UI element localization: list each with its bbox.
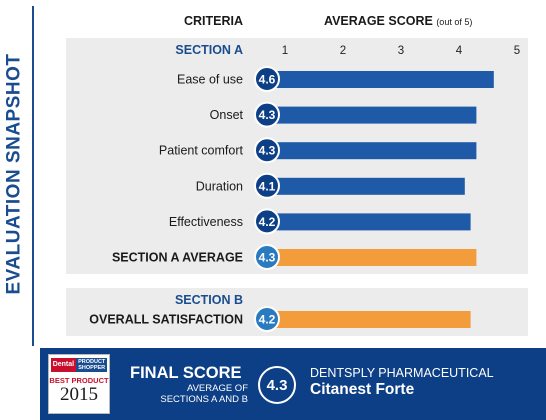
row-label: Duration (196, 179, 243, 193)
x-tick-label: 3 (398, 45, 404, 57)
score-value-label: 4.3 (259, 144, 276, 158)
score-value-label: 4.2 (259, 215, 276, 229)
logo-best-product: BEST PRODUCT (49, 376, 109, 385)
final-score-subtitle-line2: SECTIONS A AND B (160, 394, 248, 405)
score-bar (270, 71, 494, 88)
score-circle (254, 66, 280, 92)
product-name: Citanest Forte (310, 381, 415, 398)
score-circle (254, 244, 280, 270)
logo-product-text: PRODUCT (78, 359, 106, 365)
final-score-footer: Dental PRODUCT SHOPPER BEST PRODUCT 2015… (40, 348, 546, 420)
logo-masthead: Dental PRODUCT SHOPPER (50, 358, 108, 372)
score-chart: 1 2 3 4 5 SECTION A Ease of use 4.6 Onset 4.3 Pati… (89, 43, 520, 332)
row-label: Onset (210, 108, 244, 122)
section-title: SECTION B (175, 293, 243, 307)
x-tick-label: 1 (282, 45, 288, 57)
row-label: Patient comfort (159, 144, 244, 158)
row-label: SECTION A AVERAGE (112, 251, 243, 265)
score-bar (270, 311, 471, 328)
best-product-logo: Dental PRODUCT SHOPPER BEST PRODUCT 2015 (48, 354, 110, 414)
score-circle (254, 101, 280, 128)
average-score-header: AVERAGE SCORE (out of 5) (324, 14, 472, 28)
score-bar (270, 142, 477, 160)
section-title: SECTION A (175, 43, 243, 57)
score-value-label: 4.2 (259, 313, 276, 327)
logo-year: 2015 (60, 384, 98, 405)
criteria-header: CRITERIA (184, 14, 244, 28)
score-circle (254, 137, 280, 164)
score-circle (254, 306, 280, 332)
score-bar (270, 177, 465, 195)
score-circle (254, 208, 280, 235)
average-score-unit: (out of 5) (436, 17, 473, 27)
final-score-subtitle-line1: AVERAGE OF (186, 383, 248, 394)
score-value-label: 4.3 (259, 108, 276, 122)
score-value-label: 4.1 (259, 179, 276, 193)
average-score-title: AVERAGE SCORE (324, 14, 433, 28)
x-tick-label: 2 (340, 45, 346, 57)
logo-shopper-text: SHOPPER (78, 365, 106, 371)
x-tick-label: 5 (514, 45, 520, 57)
x-tick-label: 4 (456, 45, 463, 57)
logo-dental-text: Dental (50, 358, 77, 372)
final-score-label: FINAL SCORE (130, 364, 242, 382)
score-circle (254, 172, 280, 199)
score-value-label: 4.3 (259, 251, 276, 265)
logo-product-shopper: PRODUCT SHOPPER (76, 358, 108, 372)
score-bar (270, 249, 477, 266)
score-value-label: 4.6 (259, 73, 276, 87)
side-divider (32, 6, 34, 346)
manufacturer-name: DENTSPLY PHARMACEUTICAL (310, 366, 494, 380)
row-label: OVERALL SATISFACTION (89, 313, 243, 327)
score-bar (270, 106, 477, 124)
row-label: Effectiveness (169, 215, 243, 229)
row-label: Ease of use (177, 73, 243, 87)
score-bar (270, 213, 471, 231)
final-score-badge: 4.3 (258, 366, 296, 404)
